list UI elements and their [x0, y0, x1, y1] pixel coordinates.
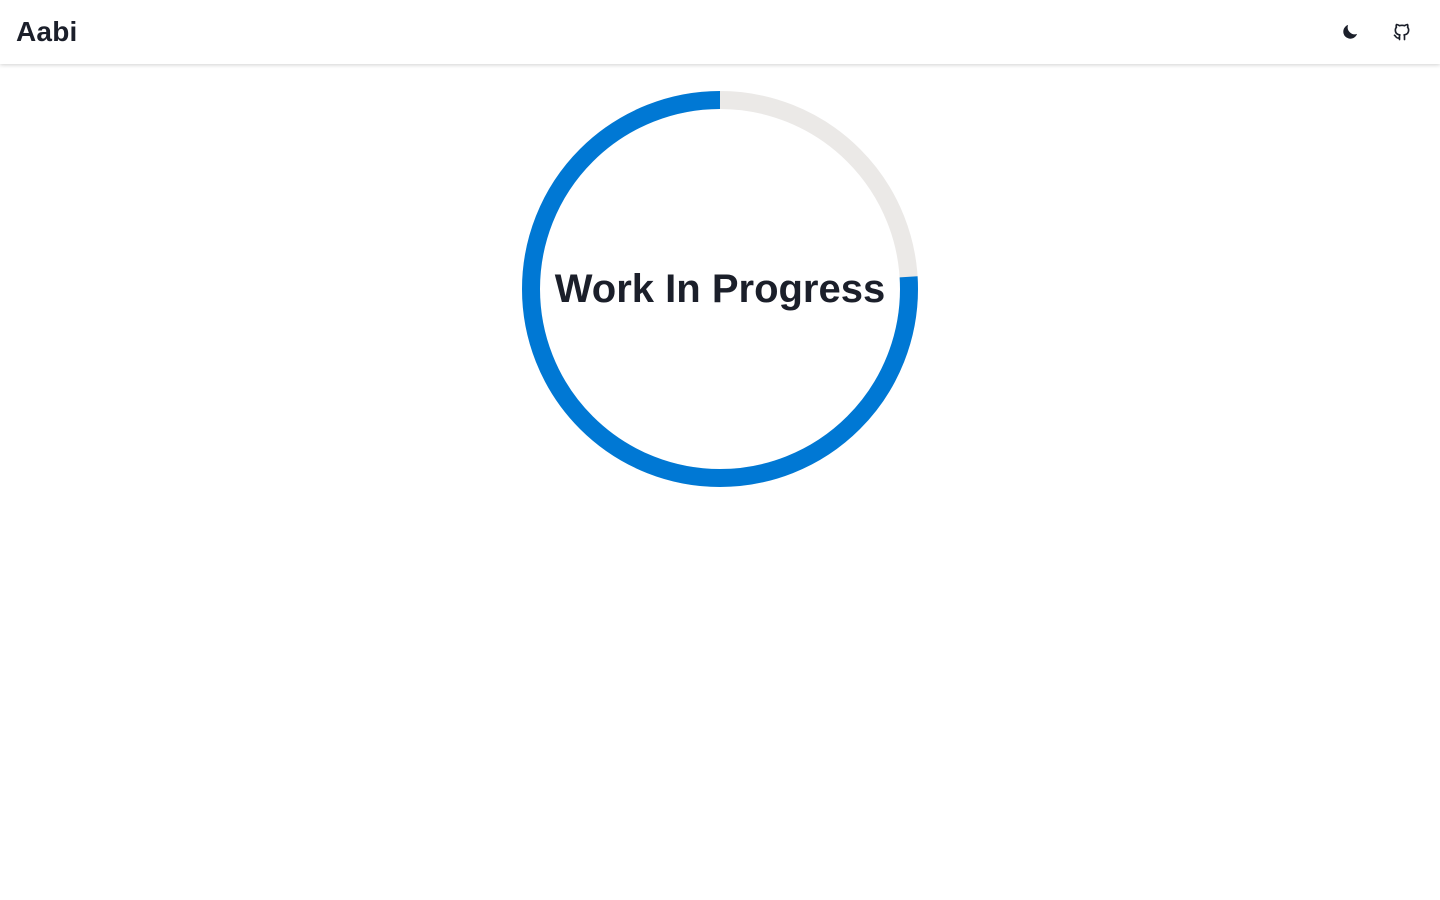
moon-icon — [1340, 22, 1360, 42]
progress-label: Work In Progress — [554, 266, 886, 311]
progress-ring: Work In Progress — [521, 90, 919, 488]
progress-ring-graphic — [522, 91, 918, 487]
progress-fill — [522, 91, 918, 487]
header-actions — [1332, 14, 1420, 50]
github-link[interactable] — [1384, 14, 1420, 50]
theme-toggle-button[interactable] — [1332, 14, 1368, 50]
main-content: Work In Progress — [0, 64, 1440, 900]
app-title[interactable]: Aabi — [16, 16, 78, 47]
github-icon — [1392, 22, 1412, 42]
top-app-bar: Aabi — [0, 0, 1440, 64]
